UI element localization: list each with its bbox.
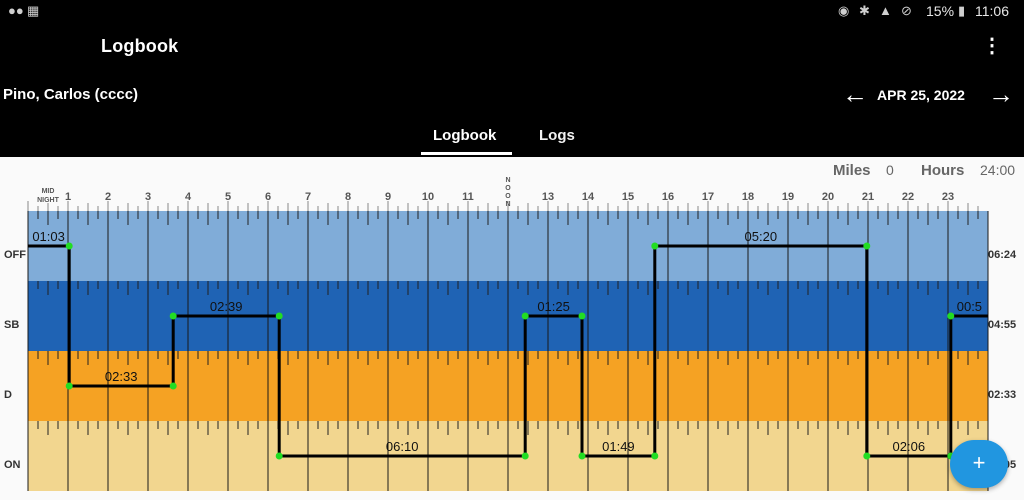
hour-label: 2 [105,191,111,203]
change-point [275,312,283,320]
tab-logs[interactable]: Logs [539,127,575,144]
battery-percent: 15% [926,3,955,19]
miles-label: Miles [833,162,871,179]
hour-label: 15 [622,191,634,203]
arrow-right-icon[interactable]: → [988,79,1014,109]
hour-label: 21 [862,191,874,203]
total-d: 02:33 [988,389,1017,401]
hour-label: 13 [542,191,554,203]
tab-logbook[interactable]: Logbook [433,127,497,144]
segment-duration-label: 01:03 [32,229,65,244]
change-point [169,312,177,320]
hour-label: 20 [822,191,834,203]
total-off: 06:24 [988,249,1017,261]
hour-label: 6 [265,191,271,203]
change-point [65,382,73,390]
noon-label: O [505,185,511,192]
hour-label: 14 [582,191,595,203]
change-point [65,242,73,250]
hour-label: 23 [942,191,954,203]
segment-duration-label: 00:5 [957,299,982,314]
change-point [521,312,529,320]
clock: 11:06 [975,3,1009,19]
miles-value: 0 [886,162,894,178]
change-point [863,452,871,460]
duty-status-line [28,244,988,458]
noon-label: O [505,193,511,200]
change-point [651,242,659,250]
midnight-label: NIGHT [37,197,60,204]
tab-indicator [421,152,512,155]
hours-value: 24:00 [980,162,1016,178]
segment-duration-label: 01:49 [602,439,635,454]
hour-label: 17 [702,191,714,203]
hour-label: 8 [345,191,351,203]
change-point [947,312,955,320]
location-icon: ◉ [838,3,850,18]
change-point [275,452,283,460]
battery-icon: ▮ [958,3,966,18]
hour-label: 19 [782,191,794,203]
status-bar: ●● ▦ ◉ ✱ ▲ ⊘ 15% ▮ 11:06 [0,0,1024,22]
logbook-content: Miles 0 Hours 24:00 OFF SB D ON 06:24 04… [0,157,1024,500]
hour-label: 10 [422,191,434,203]
hour-label: 3 [145,191,151,203]
app-bar: Logbook ⋮ Pino, Carlos (cccc) ← APR 25, … [0,22,1024,157]
current-date: APR 25, 2022 [877,87,965,103]
hour-label: 22 [902,191,914,203]
hour-label: 4 [185,191,192,203]
arrow-left-icon[interactable]: ← [842,79,868,109]
hour-label: 9 [385,191,391,203]
change-point [651,452,659,460]
hour-label: 16 [662,191,674,203]
do-not-disturb-icon: ⊘ [901,3,912,18]
more-vert-icon[interactable]: ⋮ [982,35,1002,57]
hour-label: 7 [305,191,311,203]
change-point [169,382,177,390]
change-point [863,242,871,250]
noon-label: N [505,201,510,208]
segment-duration-label: 02:06 [893,439,926,454]
hour-label: 18 [742,191,754,203]
chat-icon: ●● [8,3,24,18]
status-label-d: D [4,389,12,401]
bluetooth-icon: ✱ [859,3,870,18]
driver-name: Pino, Carlos (cccc) [3,86,139,103]
hours-label: Hours [921,162,965,179]
add-button[interactable]: + [950,440,1008,488]
hour-label: 1 [65,191,71,203]
midnight-label: MID [42,188,55,195]
change-point [578,312,586,320]
segment-duration-label: 02:39 [210,299,243,314]
status-label-off: OFF [4,249,26,261]
log-grid[interactable]: 1 2 3 4 5 6 7 8 9 10 11 13 14 15 16 17 18 19 20 21 22 23MIDNI… [0,157,1024,500]
segment-duration-label: 02:33 [105,369,138,384]
news-icon: ▦ [27,3,40,18]
total-sb: 04:55 [988,319,1017,331]
segment-duration-label: 01:25 [537,299,570,314]
status-label-sb: SB [4,319,20,331]
hour-label: 11 [462,191,474,203]
segment-duration-label: 06:10 [386,439,419,454]
segment-duration-label: 05:20 [745,229,778,244]
status-label-on: ON [4,459,21,471]
wifi-icon: ▲ [879,3,892,18]
page-title: Logbook [101,36,179,56]
noon-label: N [505,177,510,184]
change-point [521,452,529,460]
hour-label: 5 [225,191,231,203]
change-point [578,452,586,460]
